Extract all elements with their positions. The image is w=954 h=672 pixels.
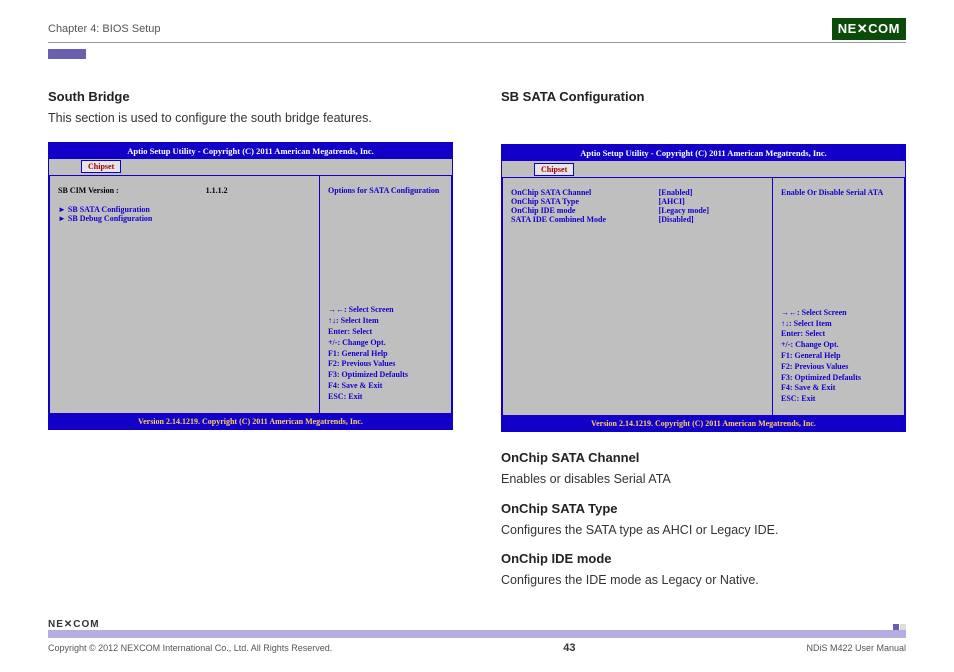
bios-key-help: →←: Select Screen↑↓: Select ItemEnter: S…: [781, 308, 896, 405]
description-title: OnChip IDE mode: [501, 551, 906, 566]
page-number: 43: [563, 642, 575, 654]
bios-title-bar: Aptio Setup Utility - Copyright (C) 2011…: [49, 143, 452, 159]
bios-option-value: [Enabled]: [659, 188, 764, 197]
bios-key-hint: Enter: Select: [781, 329, 896, 340]
bios-option-label: OnChip SATA Channel: [511, 188, 659, 197]
content-columns: South Bridge This section is used to con…: [48, 89, 906, 602]
description-title: OnChip SATA Type: [501, 501, 906, 516]
bios-option-label: ► SB SATA Configuration: [58, 205, 206, 214]
bios-key-hint: ↑↓: Select Item: [781, 319, 896, 330]
page-footer: NE✕COM Copyright © 2012 NEXCOM Internati…: [48, 619, 906, 654]
bios-screen-left: Aptio Setup Utility - Copyright (C) 2011…: [48, 142, 453, 430]
description-block: OnChip SATA Channel Enables or disables S…: [501, 450, 906, 489]
bios-option-row: OnChip IDE mode[Legacy mode]: [511, 206, 764, 215]
bios-key-hint: ↑↓: Select Item: [328, 316, 443, 327]
bios-option-value: [AHCI]: [659, 197, 764, 206]
bios-key-hint: Enter: Select: [328, 327, 443, 338]
footer-info-row: Copyright © 2012 NEXCOM International Co…: [48, 642, 906, 654]
description-block: OnChip IDE mode Configures the IDE mode a…: [501, 551, 906, 590]
bios-key-hint: F1: General Help: [328, 349, 443, 360]
footer-color-bar: [48, 630, 906, 638]
bios-option-label: OnChip SATA Type: [511, 197, 659, 206]
bios-footer-bar: Version 2.14.1219. Copyright (C) 2011 Am…: [49, 414, 452, 429]
bios-option-value: [Legacy mode]: [659, 206, 764, 215]
bios-help-pane: Options for SATA Configuration →←: Selec…: [320, 175, 452, 414]
bios-tab-chipset: Chipset: [81, 160, 121, 173]
sb-sata-title: SB SATA Configuration: [501, 89, 906, 104]
footer-logo: NE✕COM: [48, 619, 100, 630]
description-block: OnChip SATA Type Configures the SATA type…: [501, 501, 906, 540]
bios-key-hint: ESC: Exit: [781, 394, 896, 405]
bios-key-hint: F2: Previous Values: [328, 359, 443, 370]
header-rule: [48, 42, 906, 43]
bios-option-row: OnChip SATA Type[AHCI]: [511, 197, 764, 206]
description-body: Enables or disables Serial ATA: [501, 471, 906, 489]
bios-option-label: SB CIM Version :: [58, 186, 206, 195]
footer-decoration-icon: [893, 624, 906, 630]
right-column: SB SATA Configuration Aptio Setup Utilit…: [501, 89, 906, 602]
south-bridge-intro: This section is used to configure the so…: [48, 110, 453, 128]
bios-option-value: 1.1.1.2: [206, 186, 311, 195]
bios-option-row: ► SB SATA Configuration: [58, 205, 311, 214]
bios-option-row: ► SB Debug Configuration: [58, 214, 311, 223]
bios-tab-chipset: Chipset: [534, 163, 574, 176]
bios-option-value: [206, 214, 311, 223]
bios-option-label: ► SB Debug Configuration: [58, 214, 206, 223]
bios-main-area: OnChip SATA Channel[Enabled]OnChip SATA …: [502, 177, 905, 416]
bios-option-value: [206, 205, 311, 214]
bios-option-value: [Disabled]: [659, 215, 764, 224]
bios-option-row: SB CIM Version :1.1.1.2: [58, 186, 311, 195]
bios-tab-row: Chipset: [49, 159, 452, 175]
bios-key-hint: F3: Optimized Defaults: [781, 373, 896, 384]
bios-key-hint: F3: Optimized Defaults: [328, 370, 443, 381]
bios-main-area: SB CIM Version :1.1.1.2 ► SB SATA Configu…: [49, 175, 452, 414]
bios-title-bar: Aptio Setup Utility - Copyright (C) 2011…: [502, 145, 905, 161]
bios-key-hint: →←: Select Screen: [328, 305, 443, 316]
brand-logo: NE✕COM: [832, 18, 906, 40]
bios-help-pane: Enable Or Disable Serial ATA →←: Select …: [773, 177, 905, 416]
logo-text: NE✕COM: [832, 18, 906, 40]
description-body: Configures the IDE mode as Legacy or Nat…: [501, 572, 906, 590]
bios-help-text: Enable Or Disable Serial ATA: [781, 188, 896, 199]
bios-option-label: OnChip IDE mode: [511, 206, 659, 215]
description-body: Configures the SATA type as AHCI or Lega…: [501, 522, 906, 540]
spacer: [501, 432, 906, 450]
bios-option-label: SATA IDE Combined Mode: [511, 215, 659, 224]
bios-tab-row: Chipset: [502, 161, 905, 177]
bios-key-hint: +/-: Change Opt.: [781, 340, 896, 351]
spacer: [501, 110, 906, 144]
bios-key-hint: ESC: Exit: [328, 392, 443, 403]
bios-options-pane: OnChip SATA Channel[Enabled]OnChip SATA …: [502, 177, 773, 416]
south-bridge-title: South Bridge: [48, 89, 453, 104]
bios-help-text: Options for SATA Configuration: [328, 186, 443, 197]
bios-key-help: →←: Select Screen↑↓: Select ItemEnter: S…: [328, 305, 443, 402]
left-column: South Bridge This section is used to con…: [48, 89, 453, 602]
purple-accent-bar: [48, 49, 86, 59]
bios-key-hint: F1: General Help: [781, 351, 896, 362]
doc-name: NDiS M422 User Manual: [806, 643, 906, 653]
copyright-text: Copyright © 2012 NEXCOM International Co…: [48, 643, 332, 653]
chapter-label: Chapter 4: BIOS Setup: [48, 23, 161, 35]
bios-footer-bar: Version 2.14.1219. Copyright (C) 2011 Am…: [502, 416, 905, 431]
bios-screen-right: Aptio Setup Utility - Copyright (C) 2011…: [501, 144, 906, 432]
bios-key-hint: F4: Save & Exit: [328, 381, 443, 392]
bios-options-pane: SB CIM Version :1.1.1.2 ► SB SATA Configu…: [49, 175, 320, 414]
description-title: OnChip SATA Channel: [501, 450, 906, 465]
bios-key-hint: +/-: Change Opt.: [328, 338, 443, 349]
bios-key-hint: F2: Previous Values: [781, 362, 896, 373]
page-header: Chapter 4: BIOS Setup NE✕COM: [48, 18, 906, 40]
bios-option-row: OnChip SATA Channel[Enabled]: [511, 188, 764, 197]
bios-key-hint: →←: Select Screen: [781, 308, 896, 319]
description-sections: OnChip SATA Channel Enables or disables S…: [501, 450, 906, 590]
bios-key-hint: F4: Save & Exit: [781, 383, 896, 394]
bios-option-row: SATA IDE Combined Mode[Disabled]: [511, 215, 764, 224]
